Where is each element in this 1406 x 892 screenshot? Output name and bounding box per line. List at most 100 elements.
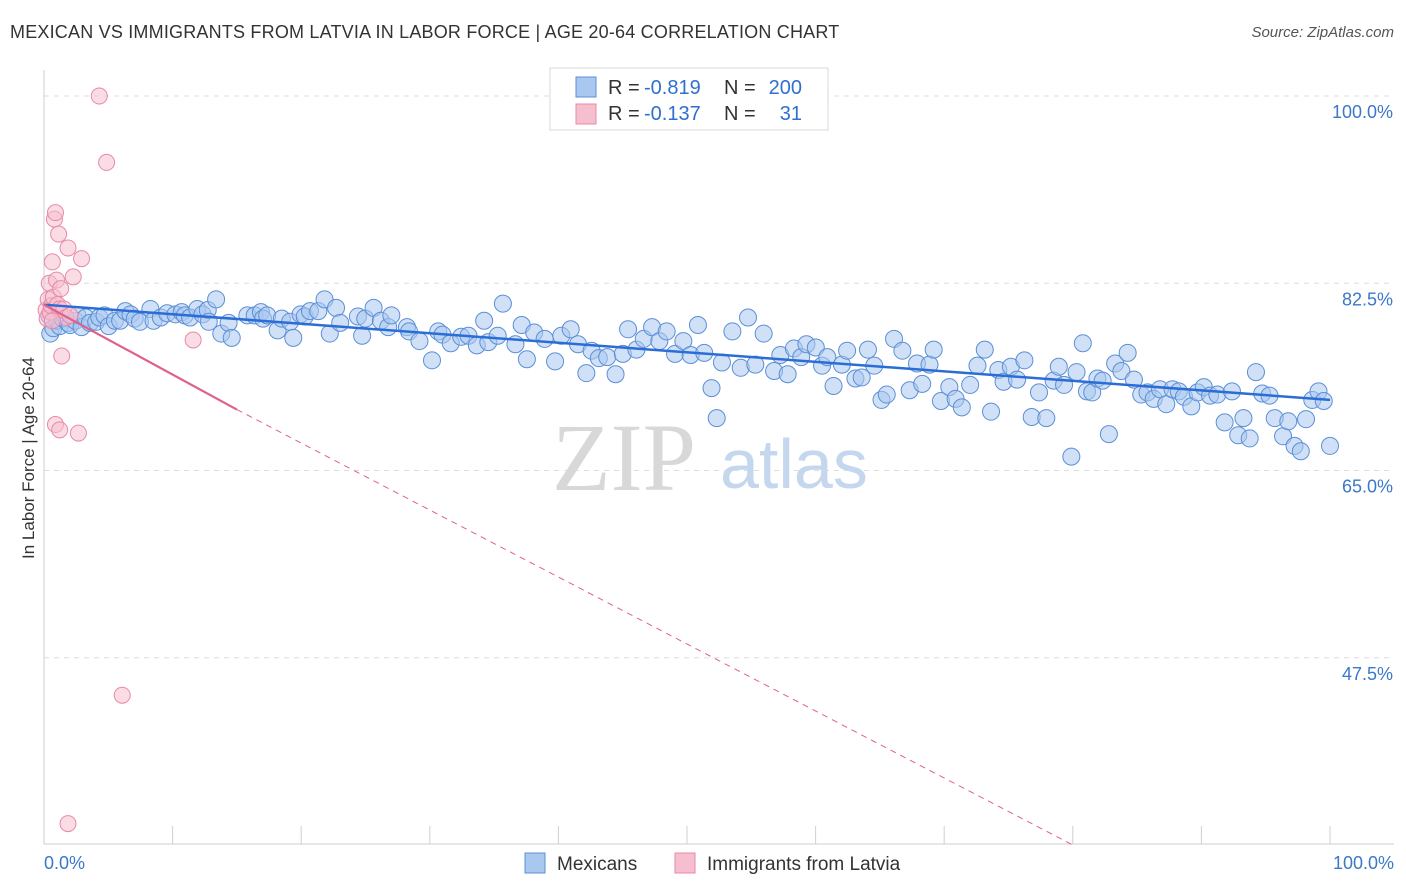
scatter-point	[546, 352, 565, 371]
scatter-point	[657, 322, 676, 341]
scatter-point	[1062, 447, 1081, 466]
legend-r-label-2: R =	[608, 103, 640, 125]
scatter-point	[1118, 343, 1137, 362]
chart-title: MEXICAN VS IMMIGRANTS FROM LATVIA IN LAB…	[10, 22, 840, 42]
scatter-point	[410, 332, 429, 351]
y-tick-label: 82.5%	[1342, 289, 1393, 309]
scatter-point	[723, 322, 742, 341]
scatter-point	[207, 290, 226, 309]
scatter-point	[327, 298, 346, 317]
watermark-atlas: atlas	[720, 425, 868, 503]
scatter-point	[858, 340, 877, 359]
scatter-point	[1037, 409, 1056, 428]
stats-legend: R = -0.819 N = 200 R = -0.137 N = 31	[549, 67, 829, 131]
series-legend: Mexicans Immigrants from Latvia	[524, 852, 901, 875]
scatter-point	[1215, 413, 1234, 432]
scatter-point	[1093, 371, 1112, 390]
scatter-point	[53, 347, 71, 365]
scatter-point	[1112, 362, 1131, 381]
scatter-point	[331, 313, 350, 332]
scatter-point	[577, 364, 596, 383]
bottom-legend-mexicans: Mexicans	[557, 854, 637, 875]
scatter-point	[51, 421, 69, 439]
scatter-point	[46, 204, 64, 222]
scatter-point	[688, 316, 707, 335]
y-tick-label: 47.5%	[1342, 664, 1393, 684]
scatter-point	[1067, 363, 1086, 382]
y-tick-label: 100.0%	[1332, 102, 1393, 122]
watermark-zip: ZIP	[552, 404, 696, 511]
y-axis-title: In Labor Force | Age 20-64	[19, 357, 38, 559]
scatter-point	[1321, 436, 1339, 455]
scatter-point	[1279, 412, 1298, 431]
trend-lines	[43, 303, 1331, 846]
scatter-point	[422, 351, 441, 370]
scatter-point	[739, 308, 758, 327]
scatter-point	[824, 377, 843, 395]
watermark: ZIP atlas	[552, 404, 868, 511]
x-tick-label-max: 100.0%	[1333, 853, 1394, 873]
scatter-point	[1008, 370, 1027, 389]
scatter-point	[1015, 351, 1034, 370]
scatter-point	[284, 328, 303, 347]
scatter-point	[475, 311, 494, 330]
scatter-point	[1073, 334, 1092, 353]
scatter-point	[1030, 383, 1049, 402]
scatter-point	[43, 312, 61, 330]
scatter-point	[852, 368, 871, 387]
scatter-point	[968, 356, 987, 375]
legend-r-value-2: -0.137	[644, 103, 701, 125]
scatter-point	[1240, 429, 1259, 448]
scatter-point	[64, 268, 82, 286]
series-latvia	[37, 87, 202, 833]
scatter-point	[1297, 410, 1316, 429]
scatter-point	[1234, 409, 1253, 428]
scatter-point	[73, 250, 91, 268]
scatter-point	[50, 225, 68, 243]
legend-n-value-2: 31	[780, 103, 802, 125]
scatter-point	[382, 306, 401, 325]
scatter-point	[59, 239, 77, 257]
x-ticks	[43, 826, 1331, 844]
scatter-point	[746, 355, 765, 374]
scatter-point	[517, 350, 536, 369]
scatter-point	[488, 326, 507, 345]
trend-line-latvia	[43, 303, 238, 411]
scatter-point	[913, 374, 932, 393]
scatter-point	[598, 348, 617, 367]
scatter-point	[606, 365, 625, 384]
scatter-point	[924, 340, 943, 359]
scatter-point	[961, 375, 980, 394]
legend-r-label-1: R =	[608, 77, 640, 99]
scatter-point	[184, 331, 202, 349]
scatter-point	[98, 153, 116, 171]
scatter-point	[707, 409, 726, 428]
bottom-legend-latvia: Immigrants from Latvia	[707, 854, 901, 875]
trend-line-mexicans	[43, 303, 1331, 402]
scatter-point	[1314, 391, 1333, 410]
grid-lines	[44, 95, 1394, 659]
scatter-point	[778, 365, 797, 384]
scatter-point	[535, 329, 554, 348]
scatter-point	[975, 340, 994, 359]
scatter-point	[982, 402, 1001, 421]
legend-n-label-2: N =	[724, 103, 756, 125]
scatter-point	[113, 686, 131, 704]
legend-swatch-latvia	[575, 103, 597, 125]
scatter-point	[702, 379, 721, 398]
scatter-point	[731, 358, 750, 377]
scatter-point	[1157, 395, 1176, 414]
scatter-point	[561, 320, 580, 339]
legend-n-label-1: N =	[724, 77, 756, 99]
scatter-point	[1291, 442, 1310, 461]
scatter-point	[1099, 425, 1118, 444]
legend-n-value-1: 200	[769, 77, 802, 99]
scatter-point	[1208, 385, 1227, 404]
scatter-point	[838, 341, 857, 360]
legend-swatch-mexicans	[575, 76, 597, 98]
scatter-point	[619, 320, 638, 339]
trend-line-latvia-extrapolated	[236, 409, 1074, 846]
bottom-legend-swatch-mexicans	[524, 852, 546, 874]
scatter-point	[674, 332, 693, 351]
